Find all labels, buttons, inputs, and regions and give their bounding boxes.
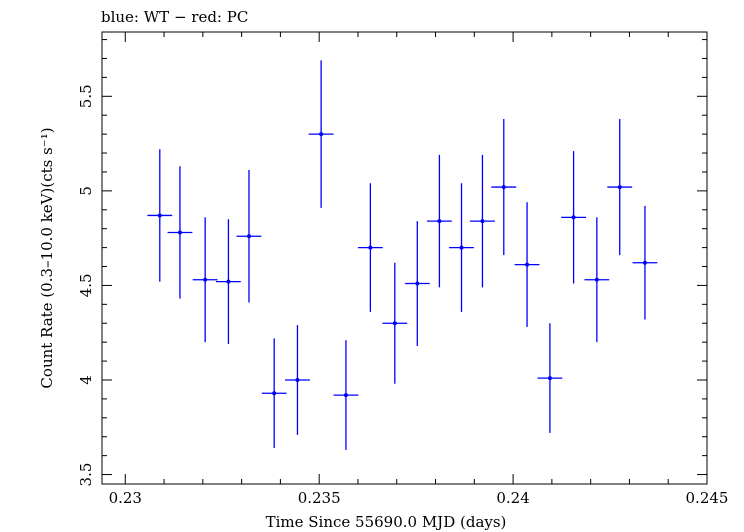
point-marker [459, 245, 464, 250]
data-point [261, 338, 287, 449]
point-marker [203, 277, 208, 282]
data-point [470, 154, 495, 288]
data-point [382, 262, 408, 384]
point-marker [226, 279, 231, 284]
data-point [426, 154, 452, 288]
data-point [192, 217, 218, 343]
point-marker [525, 262, 530, 267]
data-point [308, 60, 334, 208]
point-marker [437, 219, 442, 224]
point-marker [594, 277, 599, 282]
y-tick-label: 4.5 [77, 273, 95, 297]
data-point [514, 202, 540, 328]
x-tick-label: 0.24 [496, 489, 529, 507]
y-tick-label: 5.5 [77, 84, 95, 108]
point-marker [272, 391, 277, 396]
x-tick-label: 0.245 [686, 489, 729, 507]
y-tick-label: 3.5 [77, 463, 95, 487]
point-marker [415, 281, 420, 286]
data-point [357, 183, 383, 312]
point-marker [157, 213, 162, 218]
data-point [285, 325, 310, 435]
y-axis-label: Count Rate (0.3–10.0 keV)(cts s⁻¹) [38, 127, 56, 388]
data-point [561, 151, 586, 284]
data-point [491, 118, 517, 256]
point-marker [617, 185, 622, 190]
data-point [537, 323, 563, 433]
point-marker [571, 215, 576, 220]
x-axis-label: Time Since 55690.0 MJD (days) [266, 513, 507, 531]
data-point [216, 219, 241, 345]
data-point [632, 205, 658, 320]
point-marker [295, 377, 300, 382]
point-marker [343, 393, 348, 398]
chart-title: blue: WT − red: PC [101, 8, 248, 26]
data-point [404, 221, 430, 346]
data-point [607, 118, 633, 256]
plot-frame [101, 31, 708, 485]
x-tick-label: 0.23 [109, 489, 142, 507]
data-points [147, 60, 658, 450]
data-point [449, 183, 474, 312]
data-point [236, 170, 262, 303]
point-marker [368, 245, 373, 250]
data-point [147, 149, 173, 282]
point-marker [642, 260, 647, 265]
y-tick-label: 5 [77, 186, 95, 196]
x-tick-label: 0.235 [298, 489, 341, 507]
point-marker [392, 321, 397, 326]
x-axis-ticks: 0.23 0.235 0.24 0.245 [109, 32, 729, 507]
y-tick-label: 4 [77, 375, 95, 385]
y-axis-ticks: 3.5 4 4.5 5 5.5 [77, 39, 707, 487]
data-point [167, 166, 193, 299]
data-point [333, 340, 359, 450]
point-marker [177, 230, 182, 235]
point-marker [480, 219, 485, 224]
point-marker [319, 132, 324, 137]
data-point [584, 217, 610, 343]
point-marker [246, 234, 251, 239]
point-marker [547, 376, 552, 381]
point-marker [501, 185, 506, 190]
